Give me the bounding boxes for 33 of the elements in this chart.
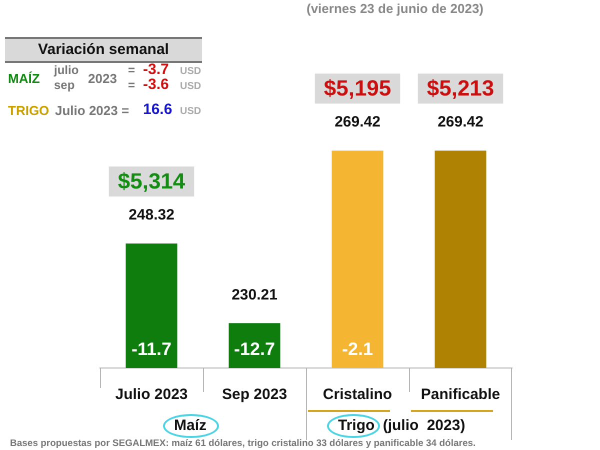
text: MAÍZ [8,71,40,86]
text: $5,195 [324,76,392,101]
text: = [128,63,136,77]
text: $5,213 [426,76,494,101]
text: = [128,78,136,92]
data-label: 248.32 [128,206,174,224]
text: TRIGO [8,103,50,118]
annotation: -2.1 [342,338,374,359]
annotation: Maíz [174,417,207,434]
annotation: -12.7 [234,338,276,359]
chart-title: (viernes 23 de junio de 2023) [306,1,484,16]
text: Julio 2023 = [55,103,130,118]
x-tick-label: Julio 2023 [115,386,188,404]
data-label: 269.42 [334,114,380,131]
text: -3.7 [143,61,169,78]
x-tick-label: Panificable [420,386,500,404]
annotation: $5,314 [118,168,186,194]
x-tick-label: Sep 2023 [222,386,288,404]
data-label: 230.21 [232,286,278,304]
x-tick-label: Cristalino [322,386,392,404]
annotation: -11.7 [131,338,172,359]
text: 2023 [88,71,117,86]
text: USD [180,81,202,92]
text: Variación semanal [38,41,169,58]
text: -3.6 [143,76,169,93]
data-label: 269.42 [438,114,484,131]
text: USD [180,66,202,77]
text: 16.6 [143,101,172,118]
text: sep [54,78,75,92]
annotation: Trigo (julio 2023) [338,417,466,434]
text: julio [54,63,79,77]
annotation: Bases propuestas por SEGALMEX: maíz 61 dólares, trigo cristalino 33 dólares y panificable 34 dólares. [10,438,476,449]
text: USD [180,106,202,117]
